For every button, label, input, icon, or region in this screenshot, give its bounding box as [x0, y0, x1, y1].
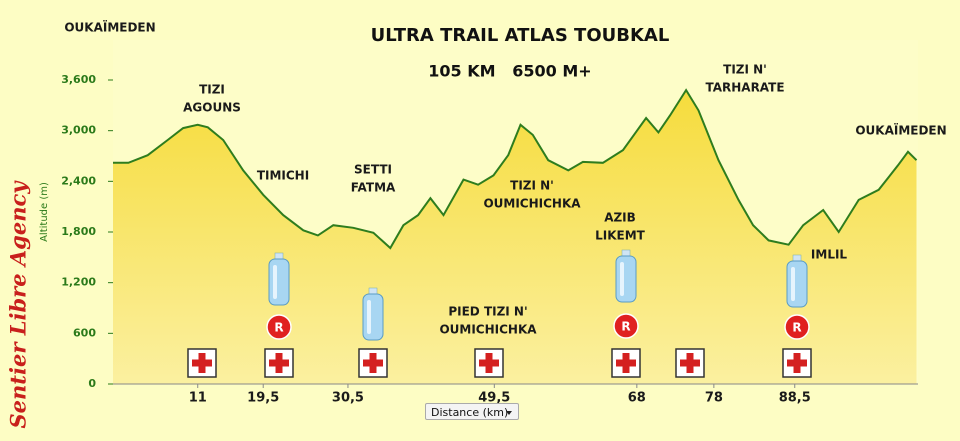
first-aid-icon	[187, 348, 217, 378]
annotation: TARHARATE	[705, 81, 784, 95]
icon-label: R	[792, 321, 801, 335]
bottle-shine	[791, 267, 795, 301]
water-icon	[615, 249, 637, 303]
bottle	[268, 258, 290, 306]
bottle-shine	[367, 300, 371, 334]
annotation: TIZI N'	[510, 179, 554, 193]
water-icon	[362, 287, 384, 341]
bottle-cap	[368, 287, 378, 295]
x-tick-label: 88,5	[779, 391, 811, 406]
x-tick-label: 19,5	[247, 391, 279, 406]
annotation: AGOUNS	[183, 101, 241, 115]
bottle-shine	[620, 262, 624, 296]
refreshment-icon: R	[784, 314, 810, 340]
x-axis-dropdown[interactable]: Distance (km)	[425, 403, 519, 420]
icon-circle	[613, 313, 639, 339]
first-aid-icon	[611, 348, 641, 378]
x-tick-label: 68	[628, 391, 646, 406]
y-tick-label: 3,000	[61, 124, 96, 137]
x-tick-label: 78	[705, 391, 723, 406]
first-aid-icon	[264, 348, 294, 378]
y-tick-label: 2,400	[61, 174, 96, 187]
annotation: OUMICHICHKA	[483, 197, 581, 211]
icon-cross	[198, 353, 206, 373]
first-aid-icon	[782, 348, 812, 378]
first-aid-icon	[358, 348, 388, 378]
bottle	[362, 293, 384, 341]
x-tick-label: 49,5	[478, 391, 510, 406]
annotation: TIMICHI	[257, 169, 309, 183]
bottle-cap	[621, 249, 631, 257]
icon-circle	[784, 314, 810, 340]
first-aid-icon	[474, 348, 504, 378]
icon-cross	[622, 353, 630, 373]
icon-cross	[793, 353, 801, 373]
annotation: OUKAÏMEDEN	[855, 123, 946, 138]
annotation: PIED TIZI N'	[448, 305, 527, 319]
icon-cross	[275, 353, 283, 373]
y-tick-label: 0	[88, 377, 96, 390]
y-tick-label: 1,200	[61, 276, 96, 289]
y-tick-label: 3,600	[61, 73, 96, 86]
elevation-line	[113, 88, 918, 250]
icon-cross	[686, 353, 694, 373]
bottle-cap	[274, 252, 284, 260]
x-tick-label: 11	[189, 391, 207, 406]
annotation: OUKAÏMEDEN	[64, 20, 155, 35]
x-tick-label: 30,5	[332, 391, 364, 406]
annotation: TIZI N'	[723, 63, 767, 77]
annotation: AZIB	[604, 211, 636, 225]
refreshment-icon: R	[266, 314, 292, 340]
bottle	[615, 255, 637, 303]
chart-subtitle: 105 KM 6500 M+	[428, 62, 591, 81]
bottle	[786, 260, 808, 308]
icon-cross	[485, 353, 493, 373]
water-icon	[268, 252, 290, 306]
annotation: TIZI	[199, 83, 225, 97]
first-aid-icon	[675, 348, 705, 378]
icon-label: R	[621, 320, 630, 334]
annotation: LIKEMT	[595, 229, 646, 243]
water-icon	[786, 254, 808, 308]
bottle-cap	[792, 254, 802, 262]
chart-title: ULTRA TRAIL ATLAS TOUBKAL	[371, 25, 670, 46]
y-tick-label: 600	[73, 326, 96, 339]
icon-cross	[369, 353, 377, 373]
annotation: OUMICHICHKA	[439, 323, 537, 337]
icon-circle	[266, 314, 292, 340]
y-tick-label: 1,800	[61, 225, 96, 238]
y-axis-label: Altitude (m)	[39, 182, 50, 242]
annotation: FATMA	[351, 181, 396, 195]
refreshment-icon: R	[613, 313, 639, 339]
annotation: SETTI	[354, 163, 392, 177]
annotation: IMLIL	[811, 248, 848, 262]
elevation-area	[113, 90, 917, 384]
watermark: Sentier Libre Agency	[6, 180, 31, 429]
bottle-shine	[273, 265, 277, 299]
icon-label: R	[274, 321, 283, 335]
